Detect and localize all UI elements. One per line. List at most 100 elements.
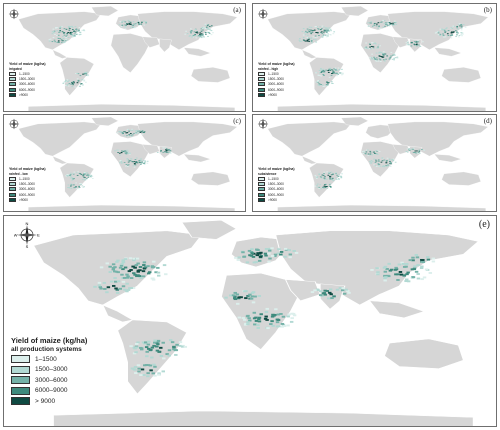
yield-cell [400, 261, 404, 264]
yield-cell [133, 166, 136, 168]
yield-cell [299, 38, 301, 40]
yield-cell [394, 161, 397, 163]
yield-cell [75, 182, 78, 184]
yield-cell [123, 131, 125, 133]
yield-cell [156, 343, 160, 346]
yield-cell [379, 165, 381, 167]
yield-cell [197, 35, 200, 37]
yield-cell [79, 183, 81, 184]
panel-label: (d) [483, 117, 492, 125]
yield-cell [382, 19, 384, 21]
land-australia [190, 67, 231, 83]
yield-cell [387, 164, 389, 166]
yield-cell [159, 346, 163, 349]
yield-cell [134, 372, 138, 375]
yield-cell [369, 44, 372, 46]
yield-cell [460, 25, 463, 27]
yield-cell [56, 27, 59, 29]
yield-cell [265, 307, 269, 310]
yield-cell [133, 266, 137, 269]
yield-cell [75, 186, 78, 188]
yield-cell [133, 368, 137, 371]
yield-cell [72, 178, 75, 180]
legend-swatch [9, 197, 16, 202]
yield-cell [87, 74, 90, 76]
legend-item: 1500–3000 [11, 365, 87, 376]
yield-cell [62, 36, 64, 38]
legend-item: 1500–3000 [258, 182, 295, 187]
yield-cell [325, 84, 328, 86]
yield-cell [326, 81, 328, 83]
yield-cell [416, 273, 420, 275]
yield-cell [373, 152, 376, 154]
yield-cell [205, 26, 208, 28]
yield-cell [415, 44, 418, 45]
yield-cell [118, 287, 123, 290]
yield-cell [323, 177, 325, 179]
yield-cell [71, 35, 74, 36]
yield-cell [325, 32, 328, 34]
yield-cell [382, 53, 384, 55]
yield-cell [257, 318, 261, 321]
yield-cell [272, 314, 276, 317]
world-map-b [267, 6, 489, 111]
legend-swatch [9, 87, 16, 92]
yield-cell [304, 40, 307, 42]
yield-cell [390, 268, 394, 271]
yield-cell [444, 31, 447, 33]
yield-cell [264, 247, 269, 250]
land-australia [383, 338, 464, 369]
yield-cell [127, 153, 130, 154]
yield-cell [57, 34, 60, 36]
yield-cell [391, 159, 394, 161]
yield-cell [125, 163, 128, 165]
land-india [159, 38, 172, 53]
yield-cell [59, 30, 62, 31]
yield-cell [66, 83, 69, 85]
yield-cell [150, 346, 155, 349]
yield-cell [108, 271, 112, 273]
yield-cell [290, 317, 294, 320]
yield-cell [224, 296, 228, 299]
land-antarctica [277, 104, 486, 111]
yield-cell [83, 176, 85, 178]
yield-cell [393, 54, 396, 56]
yield-cell [336, 75, 338, 77]
yield-cell [407, 41, 409, 42]
yield-cell [72, 81, 75, 83]
yield-cell [369, 22, 372, 24]
yield-cell [60, 26, 63, 28]
yield-cell [337, 176, 340, 177]
yield-cell [450, 27, 453, 29]
yield-cell [155, 341, 159, 344]
legend-item: 1500–3000 [258, 77, 295, 82]
yield-cell [317, 84, 320, 86]
yield-cell [82, 73, 84, 75]
yield-cell [123, 135, 126, 137]
yield-cell [130, 158, 133, 160]
yield-cell [263, 252, 268, 255]
land-se-asia [183, 154, 211, 163]
yield-cell [200, 37, 203, 39]
yield-cell [68, 29, 71, 31]
yield-cell [78, 26, 81, 28]
yield-cell [259, 251, 263, 254]
yield-cell [462, 33, 464, 35]
yield-cell [140, 162, 143, 164]
map-panel-d: (d) Yield of maize (kg/ha) subsistence 1… [252, 114, 497, 212]
yield-cell [137, 132, 140, 134]
yield-cell [82, 84, 84, 86]
yield-cell [318, 186, 321, 188]
yield-cell [408, 149, 410, 151]
yield-cell [134, 23, 137, 25]
legend-label: 6000–9000 [268, 192, 284, 197]
legend-item: 1–1500 [258, 177, 295, 182]
yield-cell [208, 28, 210, 30]
yield-cell [146, 372, 150, 375]
yield-cell [68, 83, 71, 85]
yield-cell [294, 251, 299, 254]
yield-cell [385, 22, 388, 24]
yield-cell [87, 173, 89, 175]
compass-e: E [37, 233, 40, 238]
yield-cell [129, 153, 131, 155]
